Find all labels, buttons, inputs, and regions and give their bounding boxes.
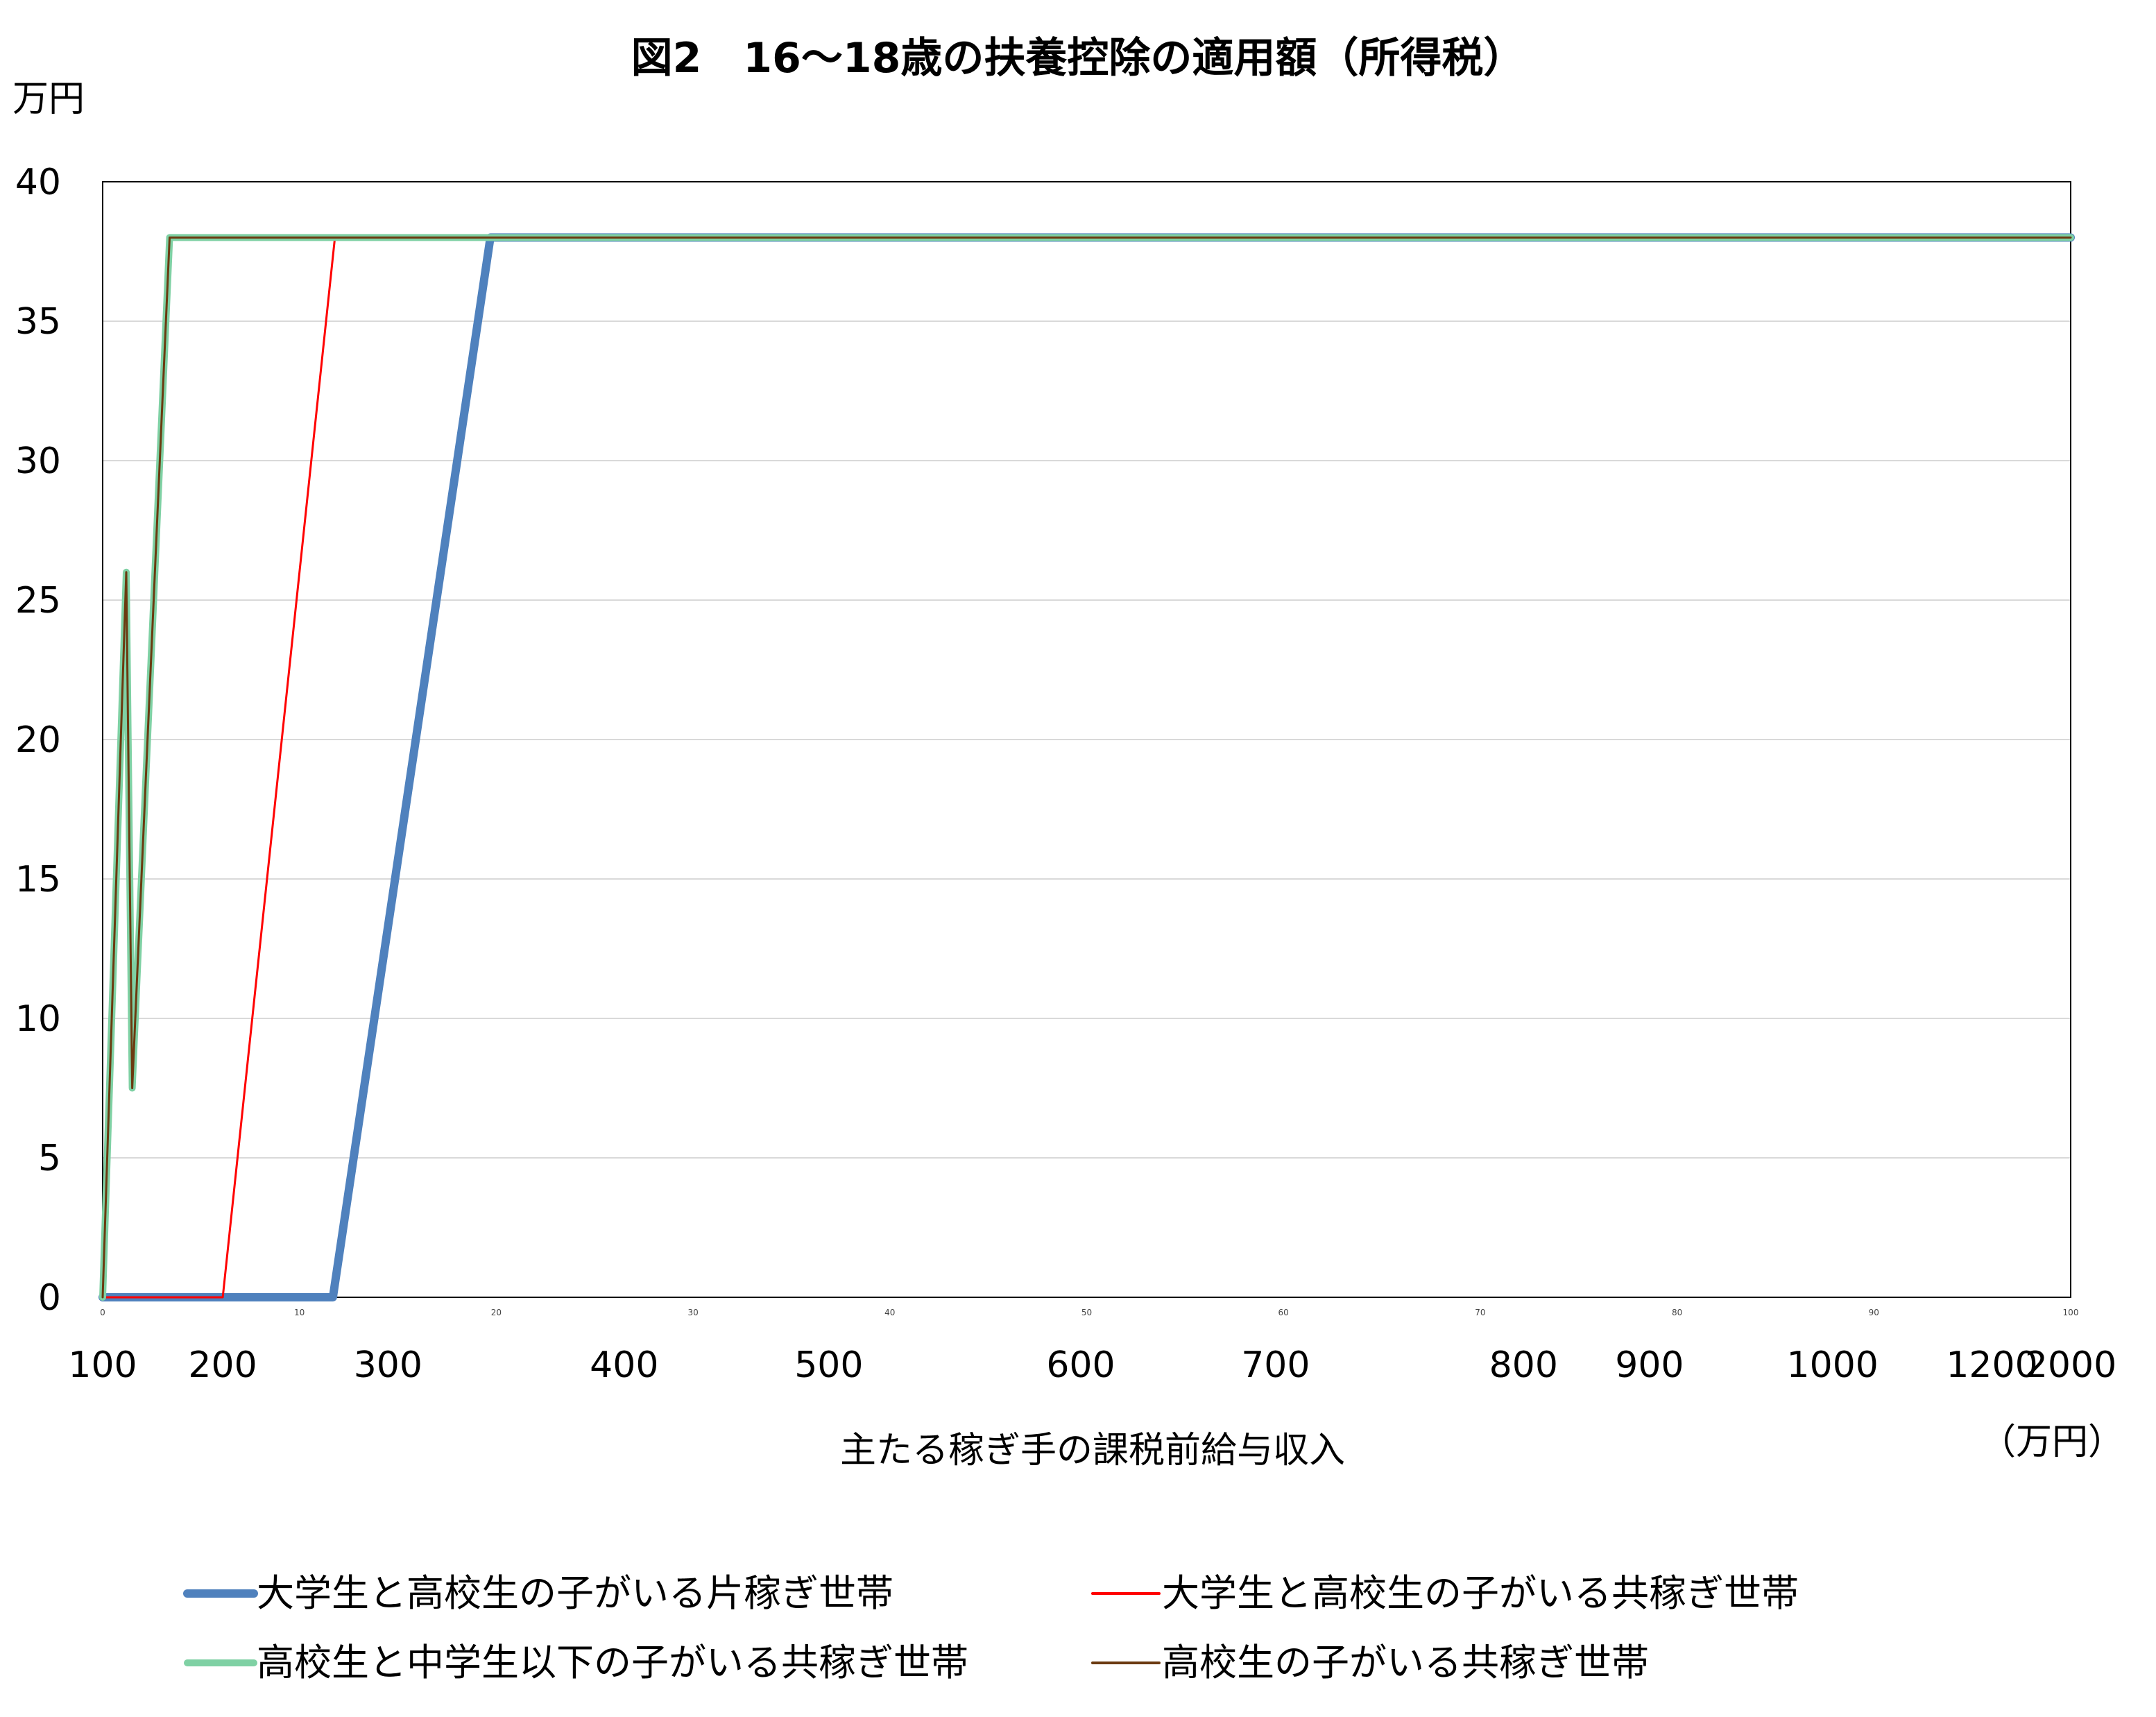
x-small-tick-label: 0 — [100, 1308, 105, 1317]
x-small-tick-label: 50 — [1081, 1308, 1092, 1317]
x-category-label: 300 — [354, 1344, 422, 1386]
plot-area — [102, 181, 2071, 1298]
x-small-tick-label: 80 — [1672, 1308, 1682, 1317]
x-category-label: 2000 — [2025, 1344, 2116, 1386]
chart-title: 図2 16～18歳の扶養控除の適用額（所得税） — [631, 34, 1525, 83]
series-line-4 — [101, 236, 2072, 1299]
x-small-tick-label: 90 — [1869, 1308, 1879, 1317]
y-tick-label: 40 — [15, 162, 61, 203]
series-lines — [99, 233, 2075, 1301]
x-category-label: 200 — [188, 1344, 257, 1386]
legend-label-1: 大学生と高校生の子がいる片稼ぎ世帯 — [257, 1571, 893, 1615]
x-category-label: 100 — [68, 1344, 137, 1386]
x-category-label: 500 — [794, 1344, 863, 1386]
x-small-tick-label: 40 — [884, 1308, 895, 1317]
legend: 大学生と高校生の子がいる片稼ぎ世帯 大学生と高校生の子がいる共稼ぎ世帯高校生と中学… — [183, 1571, 1799, 1684]
x-small-tick-label: 20 — [491, 1308, 502, 1317]
x-small-tick-label: 60 — [1278, 1308, 1289, 1317]
x-axis-label: 主たる稼ぎ手の課税前給与収入 — [840, 1430, 1345, 1471]
x-small-tick-label: 10 — [294, 1308, 305, 1317]
x-category-label: 900 — [1615, 1344, 1684, 1386]
x-category-label: 400 — [590, 1344, 658, 1386]
series-line-1 — [99, 233, 2075, 1301]
legend-label-2: 大学生と高校生の子がいる共稼ぎ世帯 — [1162, 1571, 1799, 1615]
x-category-label: 800 — [1489, 1344, 1558, 1386]
series-line-3 — [99, 234, 2074, 1301]
x-axis-small-ticks: 0 10 20 30 40 50 60 70 80 90 100 — [100, 1308, 2078, 1317]
grid — [103, 181, 2071, 1298]
y-tick-label: 35 — [15, 301, 61, 343]
x-small-tick-label: 100 — [2063, 1308, 2079, 1317]
x-category-label: 1000 — [1787, 1344, 1879, 1386]
x-category-label: 600 — [1046, 1344, 1115, 1386]
y-tick-label: 30 — [15, 441, 61, 482]
y-tick-label: 5 — [38, 1138, 61, 1179]
x-small-tick-label: 30 — [687, 1308, 698, 1317]
y-tick-label: 10 — [15, 998, 61, 1040]
x-category-label: 700 — [1241, 1344, 1310, 1386]
legend-label-3: 高校生と中学生以下の子がいる共稼ぎ世帯 — [257, 1641, 968, 1684]
y-axis: 0 5 10 15 20 25 30 35 40 — [15, 162, 61, 1319]
series-line-2 — [101, 236, 2072, 1299]
x-category-label: 1200 — [1946, 1344, 2037, 1386]
x-axis-unit: （万円） — [1980, 1421, 2124, 1463]
legend-label-4: 高校生の子がいる共稼ぎ世帯 — [1162, 1641, 1649, 1684]
y-tick-label: 15 — [15, 859, 61, 900]
y-tick-label: 20 — [15, 719, 61, 761]
x-small-tick-label: 70 — [1475, 1308, 1485, 1317]
y-tick-label: 25 — [15, 580, 61, 622]
y-axis-unit: 万円 — [12, 78, 85, 120]
y-tick-label: 0 — [38, 1277, 61, 1319]
